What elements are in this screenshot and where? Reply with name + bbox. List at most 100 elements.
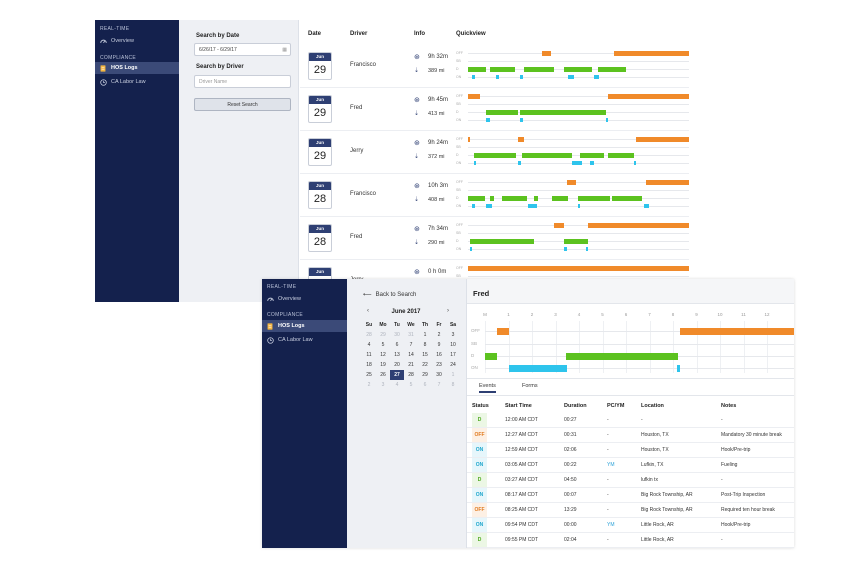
quickview-chart[interactable]: OFF SB D ON [456, 49, 689, 83]
log-row[interactable]: Jun 29 Francisco ⊛ 9h 32m ⇣ 389 mi OFF SB D ON [300, 45, 689, 88]
log-row[interactable]: Jun 28 Francisco ⊛ 10h 3m ⇣ 408 mi OFF SB D ON [300, 174, 689, 217]
calendar-day[interactable]: 3 [381, 382, 385, 388]
driver-name-input[interactable]: Driver Name [194, 75, 291, 88]
table-row[interactable]: ON 12:59 AM CDT 02:06 - Houston, TX Hook/Pre-… [467, 443, 794, 458]
quickview-status-label: D [456, 67, 459, 71]
tab-events[interactable]: Events [479, 383, 496, 393]
calendar-day[interactable]: 28 [408, 372, 414, 378]
table-row[interactable]: ON 03:05 AM CDT 00:22 YM Lufkin, TX Fueling [467, 458, 794, 473]
calendar-day[interactable]: 20 [394, 362, 400, 368]
calendar-day[interactable]: 29 [422, 372, 428, 378]
date-range-input[interactable]: 6/26/17 - 6/29/17 ▦ [194, 43, 291, 56]
quickview-chart[interactable]: OFF SB D ON [456, 221, 689, 255]
calendar-day[interactable]: 28 [366, 332, 372, 338]
calendar-day[interactable]: 2 [367, 382, 371, 388]
on-duty-segment [594, 75, 599, 79]
calendar-day[interactable]: 25 [366, 372, 372, 378]
driving-segment [490, 67, 515, 72]
calendar-day[interactable]: 26 [380, 372, 386, 378]
calendar-day[interactable]: 3 [451, 332, 455, 338]
nav-item-ca-labor-law[interactable]: CA Labor Law [262, 334, 347, 346]
calendar-day-selected[interactable]: 27 [390, 370, 404, 380]
log-row[interactable]: Jun 28 Fred ⊛ 7h 34m ⇣ 290 mi OFF SB D ON [300, 217, 689, 260]
reset-search-button[interactable]: Reset Search [194, 98, 291, 111]
cell-notes: Mandatory 30 minute break [721, 432, 782, 438]
calendar-day[interactable]: 10 [450, 342, 456, 348]
driving-segment [490, 196, 494, 201]
calendar-day[interactable]: 5 [409, 382, 413, 388]
tab-forms[interactable]: Forms [522, 383, 538, 389]
quickview-chart[interactable]: OFF SB D ON [456, 92, 689, 126]
calendar-day[interactable]: 23 [436, 362, 442, 368]
table-row[interactable]: D 03:27 AM CDT 04:50 - lufkin tx - [467, 473, 794, 488]
nav-item-hos-logs[interactable]: HOS Logs [95, 62, 179, 74]
column-driver: Driver [350, 31, 368, 37]
nav-item-hos-logs[interactable]: HOS Logs [262, 320, 347, 332]
nav-label: HOS Logs [278, 323, 305, 329]
calendar-day[interactable]: 6 [395, 342, 399, 348]
calendar-day[interactable]: 30 [394, 332, 400, 338]
prev-month-button[interactable]: ‹ [367, 308, 369, 314]
calendar-day[interactable]: 18 [366, 362, 372, 368]
calendar-day[interactable]: 12 [380, 352, 386, 358]
calendar-day[interactable]: 21 [408, 362, 414, 368]
cell-pcym: YM [607, 522, 615, 528]
table-row[interactable]: D 12:00 AM CDT 00:27 - - - [467, 413, 794, 428]
calendar-day[interactable]: 11 [366, 352, 372, 358]
driving-segment [552, 196, 568, 201]
calendar-day[interactable]: 14 [408, 352, 414, 358]
calendar-day[interactable]: 7 [409, 342, 413, 348]
quickview-gridline [468, 139, 689, 140]
on-duty-segment [572, 161, 582, 165]
on-duty-segment [474, 161, 476, 165]
calendar-day[interactable]: 16 [436, 352, 442, 358]
nav-item-ca-labor-law[interactable]: CA Labor Law [95, 76, 179, 88]
calendar-day[interactable]: 13 [394, 352, 400, 358]
on-duty-segment [590, 161, 594, 165]
calendar-day[interactable]: 4 [395, 382, 399, 388]
calendar-day[interactable]: 4 [367, 342, 371, 348]
cell-status: ON [472, 518, 487, 532]
calendar-day[interactable]: 22 [422, 362, 428, 368]
driving-segment [598, 67, 626, 72]
table-row[interactable]: ON 09:54 PM CDT 00:00 YM Little Rock, AR Hook… [467, 518, 794, 533]
timeline-hour: 4 [577, 312, 581, 317]
timeline-row-line [485, 368, 794, 369]
nav-item-overview[interactable]: Overview [95, 35, 179, 47]
cell-status: OFF [472, 503, 487, 517]
off-duty-segment [608, 94, 689, 99]
calendar-day[interactable]: 15 [422, 352, 428, 358]
timeline-hour: 11 [741, 312, 746, 317]
calendar-day[interactable]: 1 [423, 332, 427, 338]
calendar-day[interactable]: 30 [436, 372, 442, 378]
table-row[interactable]: ON 08:17 AM CDT 00:07 - Big Rock Township, A… [467, 488, 794, 503]
cell-pcym: YM [607, 462, 615, 468]
column-info: Info [414, 31, 425, 37]
calendar-day[interactable]: 5 [381, 342, 385, 348]
quickview-chart[interactable]: OFF SB D ON [456, 135, 689, 169]
calendar-day[interactable]: 8 [451, 382, 455, 388]
table-row[interactable]: D 09:55 PM CDT 02:04 - Little Rock, AR - [467, 533, 794, 548]
log-row[interactable]: Jun 29 Jerry ⊛ 9h 24m ⇣ 372 mi OFF SB D ON [300, 131, 689, 174]
calendar-day[interactable]: 24 [450, 362, 456, 368]
log-row[interactable]: Jun 29 Fred ⊛ 9h 45m ⇣ 413 mi OFF SB D ON [300, 88, 689, 131]
quickview-chart[interactable]: OFF SB D ON [456, 178, 689, 212]
calendar-day[interactable]: 31 [408, 332, 414, 338]
calendar-day[interactable]: 29 [380, 332, 386, 338]
table-row[interactable]: OFF 12:27 AM CDT 00:31 - Houston, TX Mandator… [467, 428, 794, 443]
calendar-day[interactable]: 1 [451, 372, 455, 378]
document-icon [100, 64, 107, 72]
calendar-day[interactable]: 7 [437, 382, 441, 388]
calendar-day[interactable]: 6 [423, 382, 427, 388]
calendar-day[interactable]: 17 [450, 352, 456, 358]
table-row[interactable]: OFF 08:25 AM CDT 13:29 - Big Rock Township, … [467, 503, 794, 518]
calendar-day[interactable]: 9 [437, 342, 441, 348]
driving-segment [485, 353, 497, 360]
calendar-day[interactable]: 2 [437, 332, 441, 338]
calendar-day[interactable]: 19 [380, 362, 386, 368]
nav-item-overview[interactable]: Overview [262, 293, 347, 305]
calendar-day[interactable]: 8 [423, 342, 427, 348]
off-duty-segment [554, 223, 564, 228]
next-month-button[interactable]: › [447, 308, 449, 314]
back-to-search-link[interactable]: ⟵ Back to Search [363, 291, 416, 299]
